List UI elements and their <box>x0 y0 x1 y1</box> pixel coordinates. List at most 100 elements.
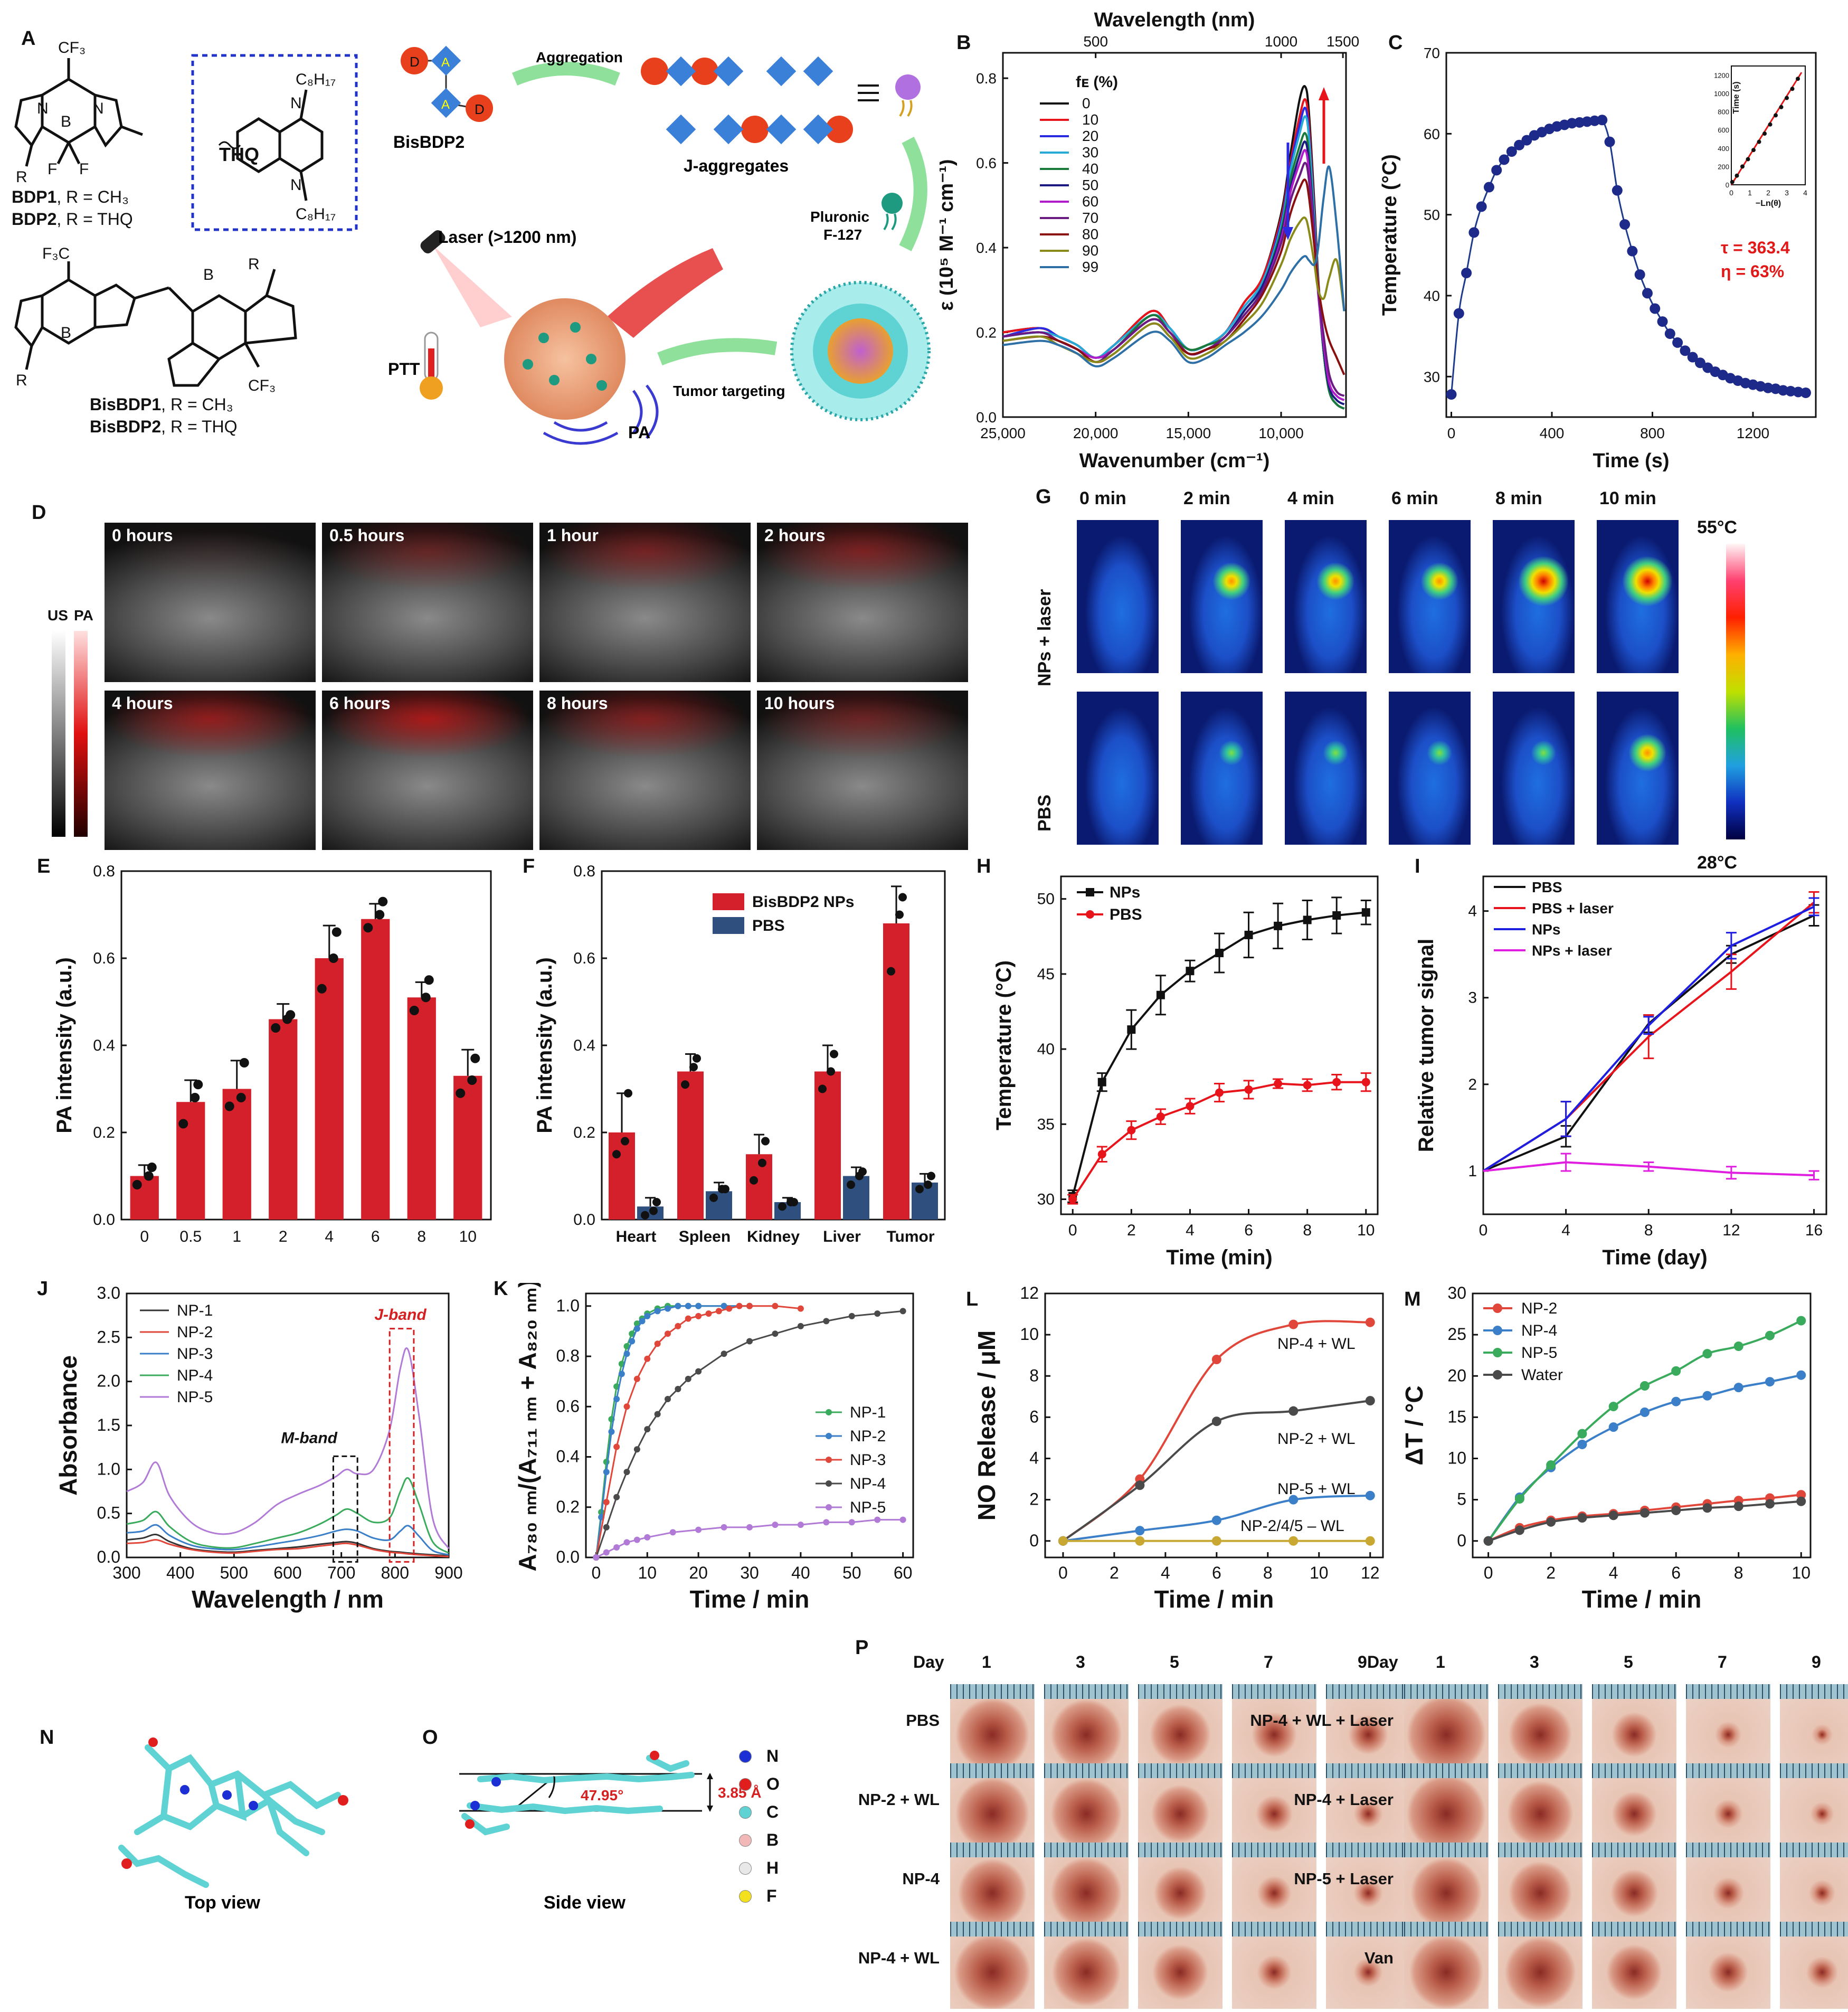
p-row-label: NP-4 + WL <box>858 1949 940 1967</box>
data-point <box>715 1308 722 1315</box>
data-point <box>1288 1406 1299 1416</box>
p-row-label: NP-5 + Laser <box>1294 1869 1394 1888</box>
data-point <box>1186 967 1195 976</box>
wound-photo <box>1404 1843 1489 1930</box>
pa-waves-icon <box>543 384 659 445</box>
data-point <box>623 1469 630 1476</box>
g-row-label-pbs: PBS <box>1035 795 1055 832</box>
y-tick-label: 4 <box>1468 903 1477 920</box>
data-point <box>644 1312 651 1319</box>
chart-f: 0.0 0.2 0.4 0.6 0.8 PA intensity (a.u.) Heart S… <box>533 863 946 1245</box>
data-point <box>633 1446 640 1453</box>
panel-d-us-label: US <box>48 607 68 624</box>
legend-label: NP-3 <box>177 1345 213 1363</box>
bar <box>453 1075 482 1220</box>
inset-point <box>1785 96 1789 100</box>
wound-photo <box>1044 1684 1129 1771</box>
equivalence-sign <box>858 84 879 101</box>
x-tick-label: 0 <box>1479 1222 1488 1239</box>
replicate-point <box>470 1053 480 1063</box>
panel-a-structures: CF₃ B N N F F R C₈H₁₇ C₈H₁₇ N N F₃C CF₃ … <box>14 39 358 394</box>
replicate-point <box>621 1137 629 1146</box>
legend-label: NP-1 <box>177 1302 213 1319</box>
data-point <box>603 1549 610 1556</box>
series-line-1 <box>126 1539 449 1557</box>
legend-label: 40 <box>1082 160 1098 177</box>
panel-label-f: F <box>523 855 535 877</box>
atom-legend-item: H <box>739 1854 780 1882</box>
y-tick-label: 0 <box>1029 1531 1039 1550</box>
y-tick-label: 50 <box>1424 207 1440 223</box>
pa-label: PA <box>628 423 650 442</box>
x-tick-label: 60 <box>894 1563 913 1582</box>
plot-frame <box>126 1292 450 1558</box>
pa-tile-label: 0 hours <box>112 526 173 545</box>
thermal-image-tile <box>1597 692 1679 845</box>
scale-ruler <box>1592 1763 1676 1778</box>
y-tick-label: 45 <box>1037 966 1055 983</box>
wound-photo <box>1138 1922 1222 2009</box>
y-tick-label: 30 <box>1447 1283 1466 1302</box>
legend-swatch <box>713 917 744 934</box>
wound-photo <box>950 1684 1035 1771</box>
y-tick-label: 0.6 <box>573 950 595 967</box>
y-axis-label: Temperature (°C) <box>1379 154 1401 316</box>
data-point <box>685 1315 691 1322</box>
data-point <box>1733 1342 1743 1351</box>
x-tick-label: 10 <box>1310 1563 1329 1582</box>
p-day-header-label: Day <box>1367 1652 1398 1671</box>
y-tick-label: 0.0 <box>93 1211 115 1229</box>
inset-x-label: −Ln(θ) <box>1756 199 1781 208</box>
replicate-point <box>317 984 327 994</box>
bar-0 <box>609 1132 635 1220</box>
pa-image-tile: 4 hours <box>105 691 316 850</box>
scale-ruler <box>1686 1922 1770 1937</box>
legend-title: fᴇ (%) <box>1076 73 1118 91</box>
data-point <box>1664 328 1675 339</box>
y-tick-label: 0.2 <box>556 1497 580 1516</box>
wound-photo <box>1592 1763 1676 1850</box>
scale-ruler <box>1404 1763 1489 1778</box>
legend-label: 70 <box>1082 210 1098 226</box>
replicate-point <box>467 1075 477 1085</box>
chart-h: 0 2 4 6 8 10 30 35 40 45 50 Time (min) Temperature (… <box>992 875 1379 1269</box>
spectrum-line-0 <box>1002 85 1345 410</box>
replicate-point <box>236 1093 246 1102</box>
wound-photo <box>1780 1684 1848 1771</box>
series-annotation: NP-4 + WL <box>1277 1335 1356 1353</box>
data-point <box>823 1318 830 1325</box>
data-point <box>1521 135 1532 146</box>
plot-frame <box>1472 1292 1812 1558</box>
r-group-label-2: R <box>248 256 260 273</box>
y-axis-label: PA intensity (a.u.) <box>533 957 556 1133</box>
panel-d-colorbar-us <box>52 631 65 837</box>
replicate-point <box>328 953 338 963</box>
bar-1 <box>843 1176 869 1220</box>
panel-label-o: O <box>422 1726 438 1749</box>
spectrum-line-70 <box>1002 162 1345 397</box>
scale-ruler <box>950 1684 1035 1699</box>
data-point <box>1642 288 1653 299</box>
plot-frame <box>1060 875 1379 1215</box>
wound-photo <box>1232 1922 1316 2009</box>
legend-label: NP-2 <box>177 1324 213 1341</box>
replicate-point <box>132 1180 142 1189</box>
donor-label: D <box>410 54 420 70</box>
data-point <box>623 1350 630 1357</box>
data-point <box>874 1310 881 1317</box>
wound-photo <box>1404 1763 1489 1850</box>
replicate-point <box>830 1050 838 1059</box>
x-tick-label: 0 <box>140 1228 149 1245</box>
x-tick-label: 2 <box>1110 1563 1119 1582</box>
nitrogen-label: N <box>37 100 49 117</box>
scale-ruler <box>1780 1843 1848 1857</box>
data-point <box>848 1312 855 1319</box>
pa-image-tile: 8 hours <box>539 691 751 850</box>
wound-photo <box>1686 1843 1770 1930</box>
donor-label-2: D <box>475 101 485 117</box>
data-point <box>654 1308 661 1315</box>
pluronic-arrow <box>899 136 927 251</box>
data-point <box>1244 1085 1253 1094</box>
scale-ruler <box>1326 1763 1410 1778</box>
